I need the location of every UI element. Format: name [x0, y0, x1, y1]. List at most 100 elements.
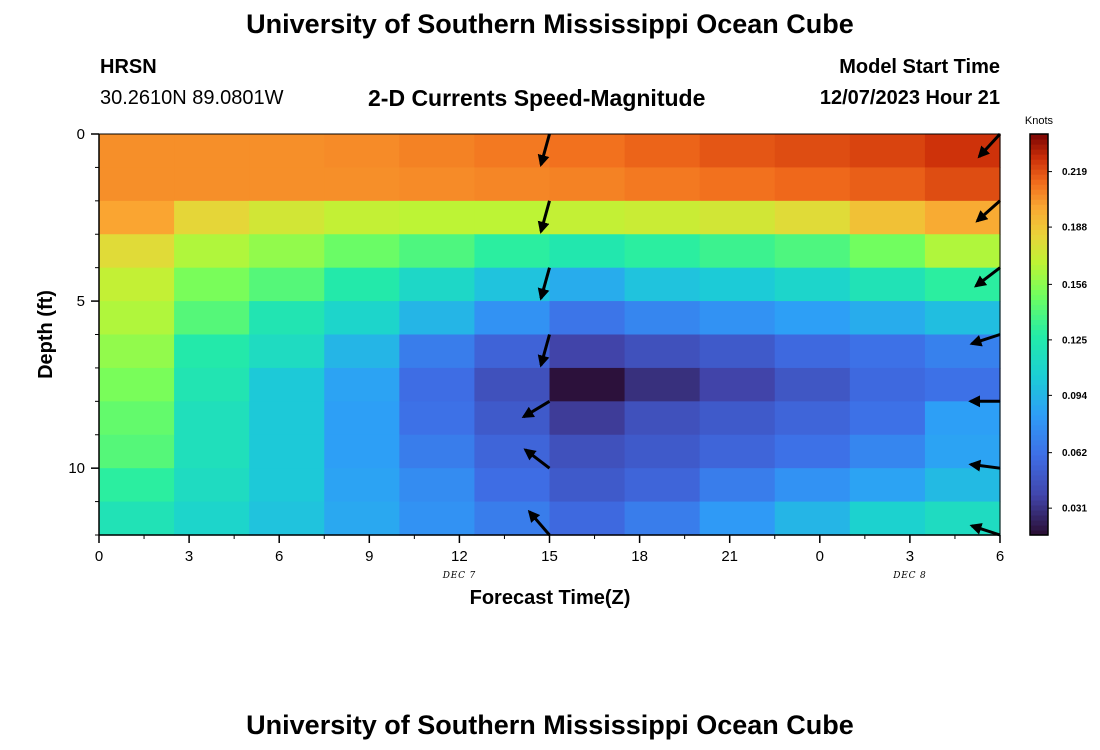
y-tick-label: 5	[77, 293, 85, 310]
heatmap-cell	[924, 401, 1001, 436]
colorbar-tick-label: 0.031	[1062, 504, 1087, 515]
colorbar-segment	[1030, 289, 1048, 295]
heatmap-cell	[324, 434, 400, 469]
chart-title: 2-D Currents Speed-Magnitude	[368, 85, 706, 111]
page-title: University of Southern Mississippi Ocean…	[246, 9, 854, 39]
heatmap-cell	[699, 367, 776, 402]
heatmap-cell	[624, 167, 701, 202]
x-tick-label: 0	[95, 548, 103, 565]
y-tick-label: 0	[77, 126, 85, 143]
heatmap-cell	[99, 501, 175, 536]
heatmap-cell	[624, 301, 701, 336]
heatmap-cell	[624, 200, 701, 235]
heatmap-cell	[324, 267, 400, 302]
heatmap-cell	[699, 468, 776, 503]
colorbar-segment	[1030, 384, 1048, 391]
heatmap-cell	[249, 200, 325, 235]
colorbar-segment	[1030, 309, 1048, 316]
colorbar-segment	[1030, 434, 1048, 441]
heatmap-cell	[174, 301, 250, 336]
heatmap-cell	[474, 234, 551, 269]
current-arrow	[527, 509, 551, 536]
heatmap-cell	[174, 234, 250, 269]
heatmap-cell	[174, 401, 250, 436]
colorbar-segment	[1030, 329, 1048, 336]
date-label: DEC 7	[442, 571, 476, 581]
heatmap-cell	[924, 134, 1001, 169]
heatmap-cell	[624, 434, 701, 469]
colorbar-segment	[1030, 149, 1048, 155]
heatmap-cell	[924, 267, 1001, 302]
colorbar-segment	[1030, 284, 1048, 290]
colorbar-segment	[1030, 439, 1048, 446]
x-tick-label: 12	[451, 548, 468, 565]
heatmap-cell	[774, 434, 851, 469]
heatmap-cell	[699, 167, 776, 202]
colorbar-segment	[1030, 234, 1048, 240]
heatmap-cell	[399, 134, 476, 169]
date-label: DEC 8	[892, 571, 926, 581]
heatmap-cell	[399, 234, 476, 269]
heatmap-cell	[174, 468, 250, 503]
heatmap-cell	[549, 367, 626, 402]
heatmap-cell	[99, 267, 175, 302]
colorbar-segment	[1030, 469, 1048, 476]
heatmap-cell	[624, 468, 701, 503]
heatmap-cell	[174, 134, 250, 169]
heatmap-cell	[549, 267, 626, 302]
heatmap-cell	[774, 301, 851, 336]
x-tick-label: 9	[365, 548, 373, 565]
heatmap-cell	[924, 434, 1001, 469]
heatmap-cell	[774, 334, 851, 369]
heatmap-cell	[624, 234, 701, 269]
heatmap-cell	[474, 267, 551, 302]
colorbar-segment	[1030, 269, 1048, 275]
colorbar-tick-label: 0.062	[1062, 448, 1087, 459]
colorbar-segment	[1030, 494, 1048, 501]
colorbar-segment	[1030, 474, 1048, 481]
station-name: HRSN	[100, 56, 157, 78]
heatmap-cell	[324, 367, 400, 402]
heatmap-cell	[549, 134, 626, 169]
colorbar-segment	[1030, 299, 1048, 306]
heatmap-cell	[474, 200, 551, 235]
heatmap-cell	[249, 234, 325, 269]
colorbar-segment	[1030, 154, 1048, 160]
colorbar-segment	[1030, 519, 1048, 526]
heatmap-cell	[549, 200, 626, 235]
colorbar-segment	[1030, 164, 1048, 170]
heatmap-cell	[849, 468, 926, 503]
colorbar-segment	[1030, 134, 1048, 140]
heatmap-cell	[324, 468, 400, 503]
colorbar-segment	[1030, 499, 1048, 506]
heatmap-cell	[174, 200, 250, 235]
heatmap-cell	[249, 434, 325, 469]
x-tick-label: 21	[721, 548, 738, 565]
heatmap-cell	[774, 167, 851, 202]
heatmap-cell	[924, 234, 1001, 269]
heatmap-cell	[549, 167, 626, 202]
colorbar-segment	[1030, 239, 1048, 245]
colorbar-segment	[1030, 324, 1048, 331]
heatmap-cell	[849, 234, 926, 269]
heatmap-cell	[624, 267, 701, 302]
colorbar-segment	[1030, 304, 1048, 311]
colorbar-segment	[1030, 194, 1048, 200]
heatmap-cell	[774, 134, 851, 169]
colorbar-segment	[1030, 244, 1048, 250]
model-start-value: 12/07/2023 Hour 21	[819, 87, 1000, 109]
footer-title: University of Southern Mississippi Ocean…	[246, 710, 854, 740]
colorbar-segment	[1030, 169, 1048, 175]
heatmap-cell	[699, 434, 776, 469]
colorbar-segment	[1030, 444, 1048, 451]
colorbar-segment	[1030, 354, 1048, 361]
heatmap-cell	[399, 334, 476, 369]
heatmap-cell	[774, 401, 851, 436]
colorbar-segment	[1030, 204, 1048, 210]
heatmap-cell	[699, 301, 776, 336]
colorbar-segment	[1030, 359, 1048, 366]
heatmap-cell	[699, 200, 776, 235]
colorbar-segment	[1030, 344, 1048, 351]
x-axis-label: Forecast Time(Z)	[470, 587, 631, 609]
